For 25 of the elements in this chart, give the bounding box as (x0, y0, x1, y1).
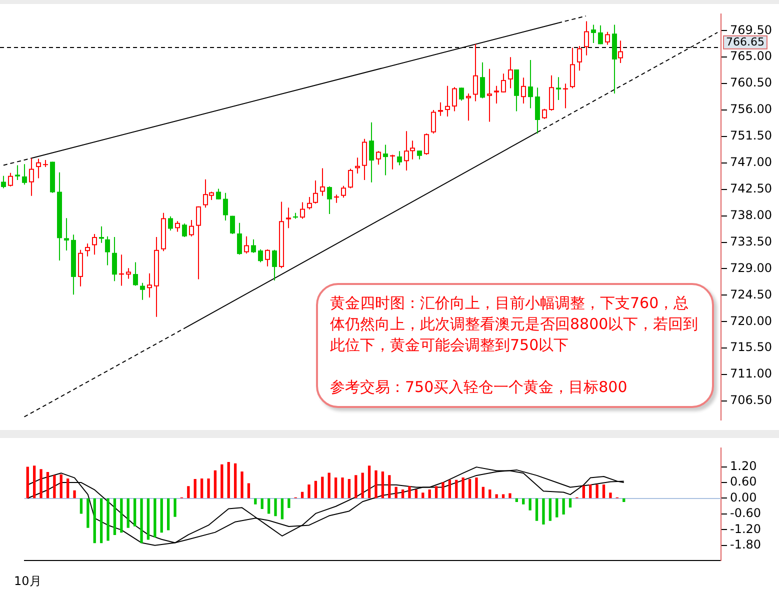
y-tick-label: -0.60 (730, 506, 762, 520)
y-tick-label: 765.00 (730, 49, 772, 64)
y-tick-label: 733.50 (730, 234, 772, 248)
y-tick-label: 729.00 (730, 260, 772, 275)
y-tick-label: 715.50 (730, 340, 772, 354)
y-tick-label: 711.00 (730, 366, 772, 381)
y-tick-label: 1.20 (730, 458, 757, 473)
y-tick-label: 747.00 (730, 155, 772, 170)
y-tick-label: 760.50 (730, 76, 772, 90)
x-tick-label: 10月 (14, 574, 42, 588)
ref-line-label: 766.65 (726, 35, 764, 48)
annotation: 黄金四时图：汇价向上，目前小幅调整，下支760，总体仍然向上，此次调整看澳元是否回8800以下，若回到此位下，黄金可能会调整到750以下 (330, 293, 700, 356)
y-tick-label: 751.50 (730, 128, 772, 143)
y-tick-label: 720.00 (730, 314, 772, 328)
y-tick-label: 742.50 (730, 181, 772, 196)
y-tick-label: 738.00 (730, 208, 772, 222)
y-tick-label: 0.60 (730, 474, 757, 489)
y-tick-label: -1.20 (730, 522, 762, 536)
y-tick-label: 756.00 (730, 102, 772, 116)
y-tick-label: -1.80 (730, 538, 762, 552)
y-tick-label: 724.50 (730, 287, 772, 302)
y-tick-label: 0.00 (730, 490, 757, 504)
annotation: 参考交易：750买入轻仓一个黄金，目标800 (330, 377, 628, 398)
y-tick-label: 706.50 (730, 393, 772, 408)
y-tick-label: 769.50 (730, 22, 772, 37)
